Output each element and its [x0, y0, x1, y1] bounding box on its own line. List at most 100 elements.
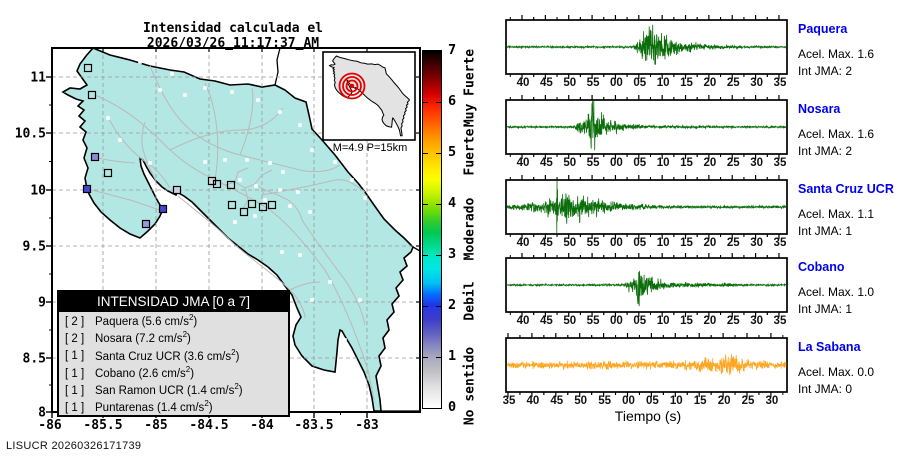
time-tick-label: 30 [750, 237, 763, 249]
time-tick-label: 50 [563, 77, 577, 89]
road [108, 118, 171, 189]
time-tick-label: 00 [622, 395, 635, 407]
intensity-band-label: Moderado [462, 197, 478, 261]
time-tick-label: 25 [726, 237, 740, 249]
time-tick-label: 35 [773, 315, 787, 327]
station-dot [158, 88, 162, 92]
station-dot [203, 86, 207, 90]
station-dot [298, 123, 302, 127]
intensity-jma: Int JMA: 0 [798, 382, 853, 396]
station-dot [138, 60, 142, 64]
seismogram-panel-santa-cruz-ucr: 40 45 50 55 00 05 10 15 20 25 30 35 Santa Cruz UCR Ac… [505, 174, 910, 254]
colorbar-tick [423, 357, 428, 358]
seismogram-trace-santa-cruz-ucr [505, 175, 788, 239]
seismogram-time-ticks: 40 45 50 55 00 05 10 15 20 25 30 35 [505, 157, 805, 171]
inset-magnitude-label: M=4.9 P=15km [332, 142, 408, 154]
station-dot [298, 253, 302, 257]
seismogram-trace-cobano [505, 253, 788, 317]
station-dot [203, 160, 207, 164]
time-tick-label: 20 [703, 315, 717, 327]
seismogram-trace-paquera [505, 15, 788, 79]
time-tick-label: 50 [563, 315, 577, 327]
station-dot [118, 138, 122, 142]
acceleration-max: Acel. Max. 1.0 [798, 285, 875, 299]
y-axis-tick-label: 9.5 [23, 240, 46, 255]
station-marker-station [247, 199, 257, 209]
time-tick-label: 30 [750, 315, 763, 327]
station-dot [281, 170, 285, 174]
colorbar-tick [436, 357, 441, 358]
time-tick-label: 30 [765, 395, 779, 407]
station-dot [278, 188, 282, 192]
time-tick-label: 30 [750, 77, 763, 89]
colorbar-tick [423, 102, 428, 103]
time-tick-label: 50 [563, 157, 577, 169]
time-tick-label: 55 [586, 157, 600, 169]
station-marker-cobano [141, 219, 151, 229]
station-name: Nosara [798, 102, 841, 116]
time-tick-label: 00 [610, 237, 623, 249]
legend-row: [ 2 ] Paquera (5.6 cm/s2) [65, 313, 198, 329]
time-tick-label: 35 [502, 395, 516, 407]
colorbar-tick [436, 204, 441, 205]
footer-id-text: LISUCR 20260326171739 [6, 440, 142, 452]
colorbar-tick [423, 153, 428, 154]
time-tick-label: 00 [610, 157, 623, 169]
time-tick-label: 05 [633, 237, 647, 249]
seismogram-time-ticks: 35 40 45 50 55 00 05 10 15 20 25 30 [502, 395, 805, 409]
legend-title: INTENSIDAD JMA [0 a 7] [59, 292, 288, 312]
station-dot [178, 203, 182, 207]
time-tick-label: 45 [539, 157, 553, 169]
station-dot [310, 298, 314, 302]
time-tick-label: 10 [656, 77, 670, 89]
station-dot [363, 196, 367, 200]
station-marker-station [258, 202, 268, 212]
colorbar-number: 0 [448, 399, 457, 415]
station-dot [256, 98, 260, 102]
seismogram-time-ticks: 40 45 50 55 00 05 10 15 20 25 30 35 [505, 77, 805, 91]
station-dot [280, 250, 284, 254]
y-axis-tick-label: 10.5 [15, 127, 46, 142]
road [301, 219, 366, 326]
station-dot [263, 198, 267, 202]
time-tick-label: 45 [539, 77, 553, 89]
station-dot [233, 220, 237, 224]
time-tick-label: 05 [633, 157, 647, 169]
time-tick-label: 10 [656, 157, 670, 169]
station-dot [358, 298, 362, 302]
time-tick-label: 20 [703, 77, 717, 89]
station-marker-station [226, 180, 236, 190]
time-tick-label: 40 [516, 157, 530, 169]
station-dot [230, 90, 234, 94]
station-dot [223, 158, 227, 162]
legend-row: [ 1 ] Santa Cruz UCR (3.6 cm/s2) [65, 347, 240, 363]
station-marker-nosara [82, 184, 92, 194]
colorbar-tick [436, 153, 441, 154]
time-tick-label: 25 [741, 395, 755, 407]
time-tick-label: 50 [563, 237, 577, 249]
time-tick-label: 35 [773, 237, 787, 249]
time-tick-label: 40 [526, 395, 540, 407]
time-tick-label: 45 [550, 395, 564, 407]
acceleration-max: Acel. Max. 1.6 [798, 127, 875, 141]
road [289, 281, 321, 291]
nicaragua-coastline [274, 47, 281, 86]
y-axis-tick-label: 8 [38, 406, 46, 421]
y-axis-tick-label: 9 [38, 296, 46, 311]
time-tick-label: 15 [680, 77, 693, 89]
road [261, 179, 366, 196]
intensity-jma: Int JMA: 2 [798, 144, 853, 158]
acceleration-max: Acel. Max. 1.6 [798, 47, 875, 61]
y-axis-tick-label: 8.5 [23, 352, 46, 367]
x-axis-tick-label: -85.5 [83, 418, 122, 433]
road [86, 188, 161, 211]
seismogram-time-ticks: 40 45 50 55 00 05 10 15 20 25 30 35 [505, 315, 805, 329]
time-tick-label: 05 [633, 77, 647, 89]
station-name: Cobano [798, 260, 845, 274]
time-tick-label: 55 [598, 395, 611, 407]
time-tick-label: 20 [703, 157, 717, 169]
station-dot [216, 248, 220, 252]
colorbar-number: 1 [448, 348, 457, 364]
station-name: La Sabana [798, 340, 861, 354]
station-marker-station [239, 207, 249, 217]
